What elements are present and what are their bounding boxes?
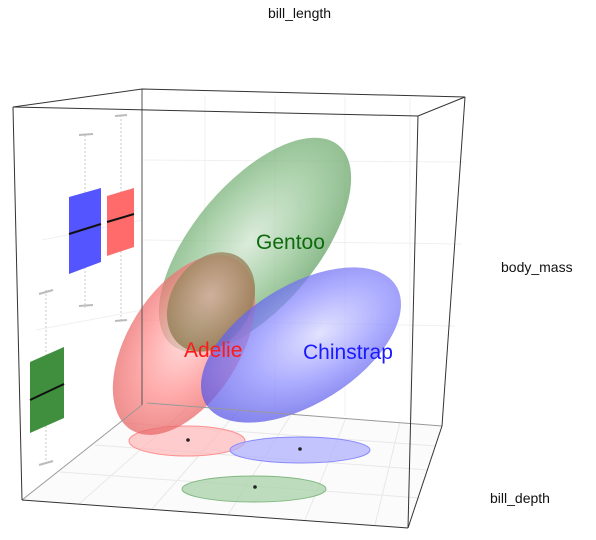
axis-label-x: bill_length <box>268 5 331 21</box>
floor-ellipse-gentoo <box>181 475 327 503</box>
boxplot-adelie <box>106 114 135 322</box>
axis-label-z: bill_depth <box>490 490 550 506</box>
label-adelie: Adelie <box>184 339 242 362</box>
label-gentoo: Gentoo <box>256 231 325 254</box>
ellipsoids <box>112 137 401 435</box>
floor-plane <box>22 403 442 528</box>
bounding-box <box>12 88 466 529</box>
ellipsoid-chinstrap <box>201 267 401 423</box>
boxplot-chinstrap <box>68 133 102 308</box>
axis-label-y: body_mass <box>501 259 573 275</box>
boxplot-gentoo <box>29 289 65 466</box>
label-chinstrap: Chinstrap <box>303 341 393 364</box>
